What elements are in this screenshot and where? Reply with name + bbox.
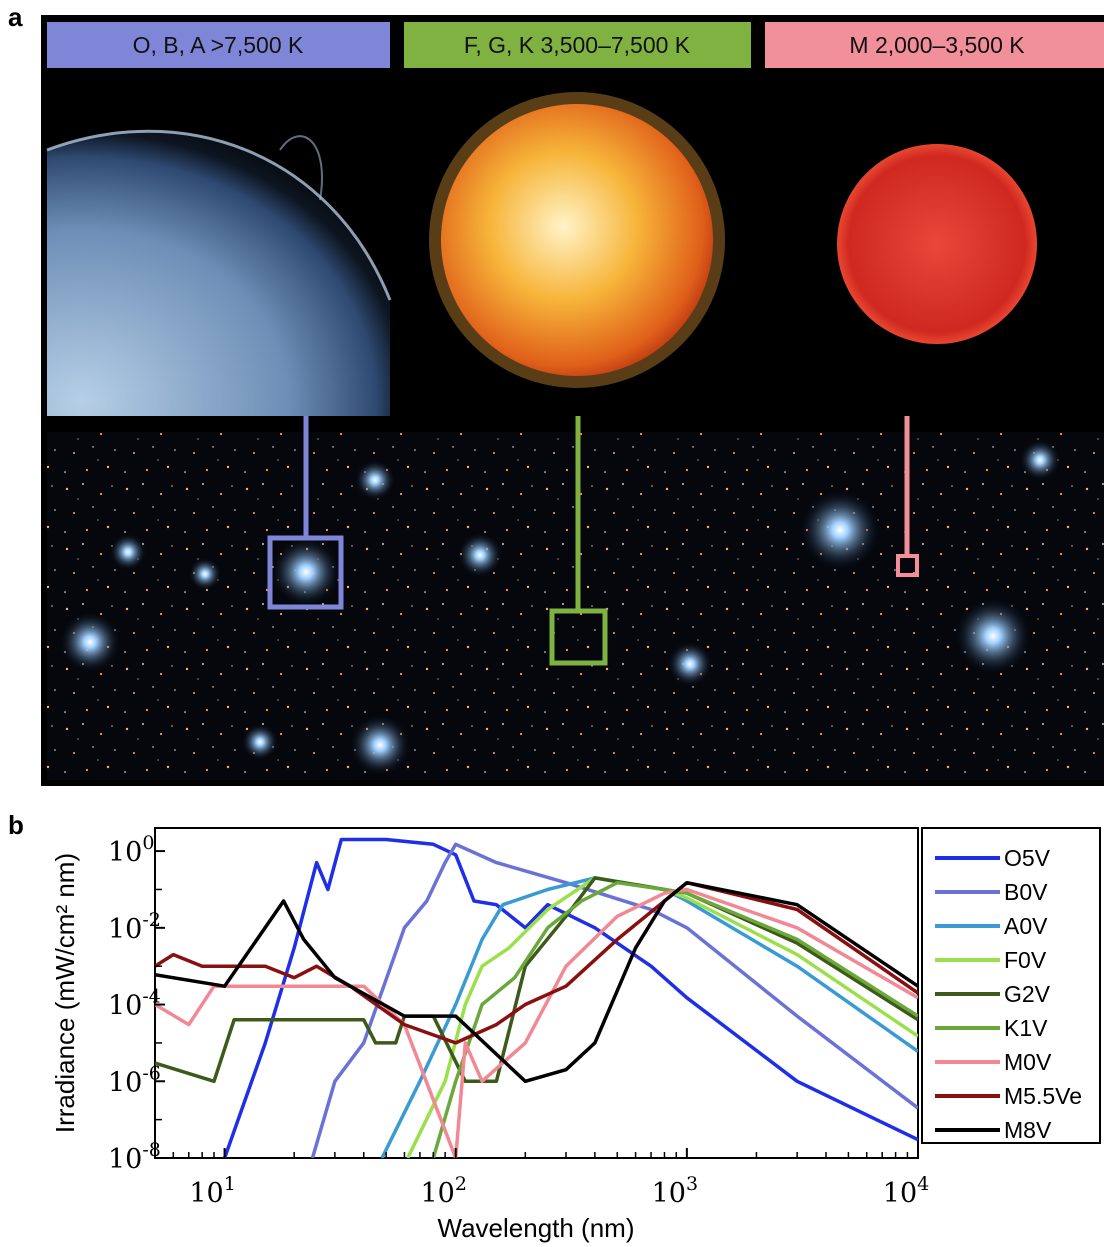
panel-b-letter: b <box>8 810 24 840</box>
legend: O5V B0V A0V F0V G2V K1V M0V M5.5Ve M8V <box>935 845 1082 1143</box>
series-line-O5V <box>222 837 918 1158</box>
red-dwarf-image <box>765 68 1104 416</box>
x-tick-label: 103 <box>652 1173 698 1209</box>
legend-label: K1V <box>1004 1015 1048 1041</box>
series-line-F0V <box>406 876 918 1158</box>
plot-area <box>154 827 919 1159</box>
y-tick-label: 10-4 <box>108 986 161 1022</box>
y-tick-label: 10-6 <box>108 1062 161 1098</box>
sunlike-star-header <box>404 22 751 68</box>
irradiance-chart: 101 102 103 104 100 10-2 10-4 10-6 10-8 Wavelen… <box>50 827 1101 1243</box>
sunlike-star-pointer <box>549 416 608 666</box>
series-line-K1V <box>431 880 918 1158</box>
x-tick-label: 104 <box>883 1173 929 1209</box>
panel-a-figure: O, B, A >7,500 K F, G, K 3,500–7,500 K M… <box>41 15 1104 786</box>
sunlike-star-image <box>404 68 751 416</box>
red-dwarf-header <box>765 22 1104 68</box>
legend-label: A0V <box>1004 913 1048 939</box>
y-tick-label: 10-2 <box>108 909 161 945</box>
sunlike-star-label: F, G, K 3,500–7,500 K <box>464 32 691 58</box>
legend-label: M8V <box>1004 1117 1052 1143</box>
x-tick-label: 101 <box>189 1173 235 1209</box>
y-tick-label: 10-8 <box>108 1139 161 1175</box>
x-axis: 101 102 103 104 <box>154 1148 929 1209</box>
legend-label: F0V <box>1004 947 1047 973</box>
hot-star-pointer <box>267 416 344 610</box>
legend-label: M0V <box>1004 1049 1052 1075</box>
hot-star-header <box>47 22 390 68</box>
legend-label: G2V <box>1004 981 1051 1007</box>
x-axis-title: Wavelength (nm) <box>438 1213 635 1243</box>
red-dwarf-pointer <box>896 416 919 577</box>
y-tick-label: 100 <box>108 832 154 868</box>
series-line-M8V <box>155 880 918 1084</box>
red-dwarf-label: M 2,000–3,500 K <box>849 32 1025 58</box>
series-line-B0V <box>310 842 918 1158</box>
hot-star-label: O, B, A >7,500 K <box>133 32 304 58</box>
series-layer <box>155 837 918 1158</box>
y-axis: 100 10-2 10-4 10-6 10-8 <box>108 832 165 1175</box>
legend-label: B0V <box>1004 879 1048 905</box>
legend-label: O5V <box>1004 845 1051 871</box>
hot-star-image <box>46 68 392 416</box>
y-axis-title: Irradiance (mW/cm² nm) <box>50 853 80 1133</box>
legend-box <box>921 827 1101 1144</box>
legend-label: M5.5Ve <box>1004 1083 1082 1109</box>
panel-a-letter: a <box>8 2 23 32</box>
x-tick-label: 102 <box>420 1173 466 1209</box>
series-line-A0V <box>380 876 918 1158</box>
